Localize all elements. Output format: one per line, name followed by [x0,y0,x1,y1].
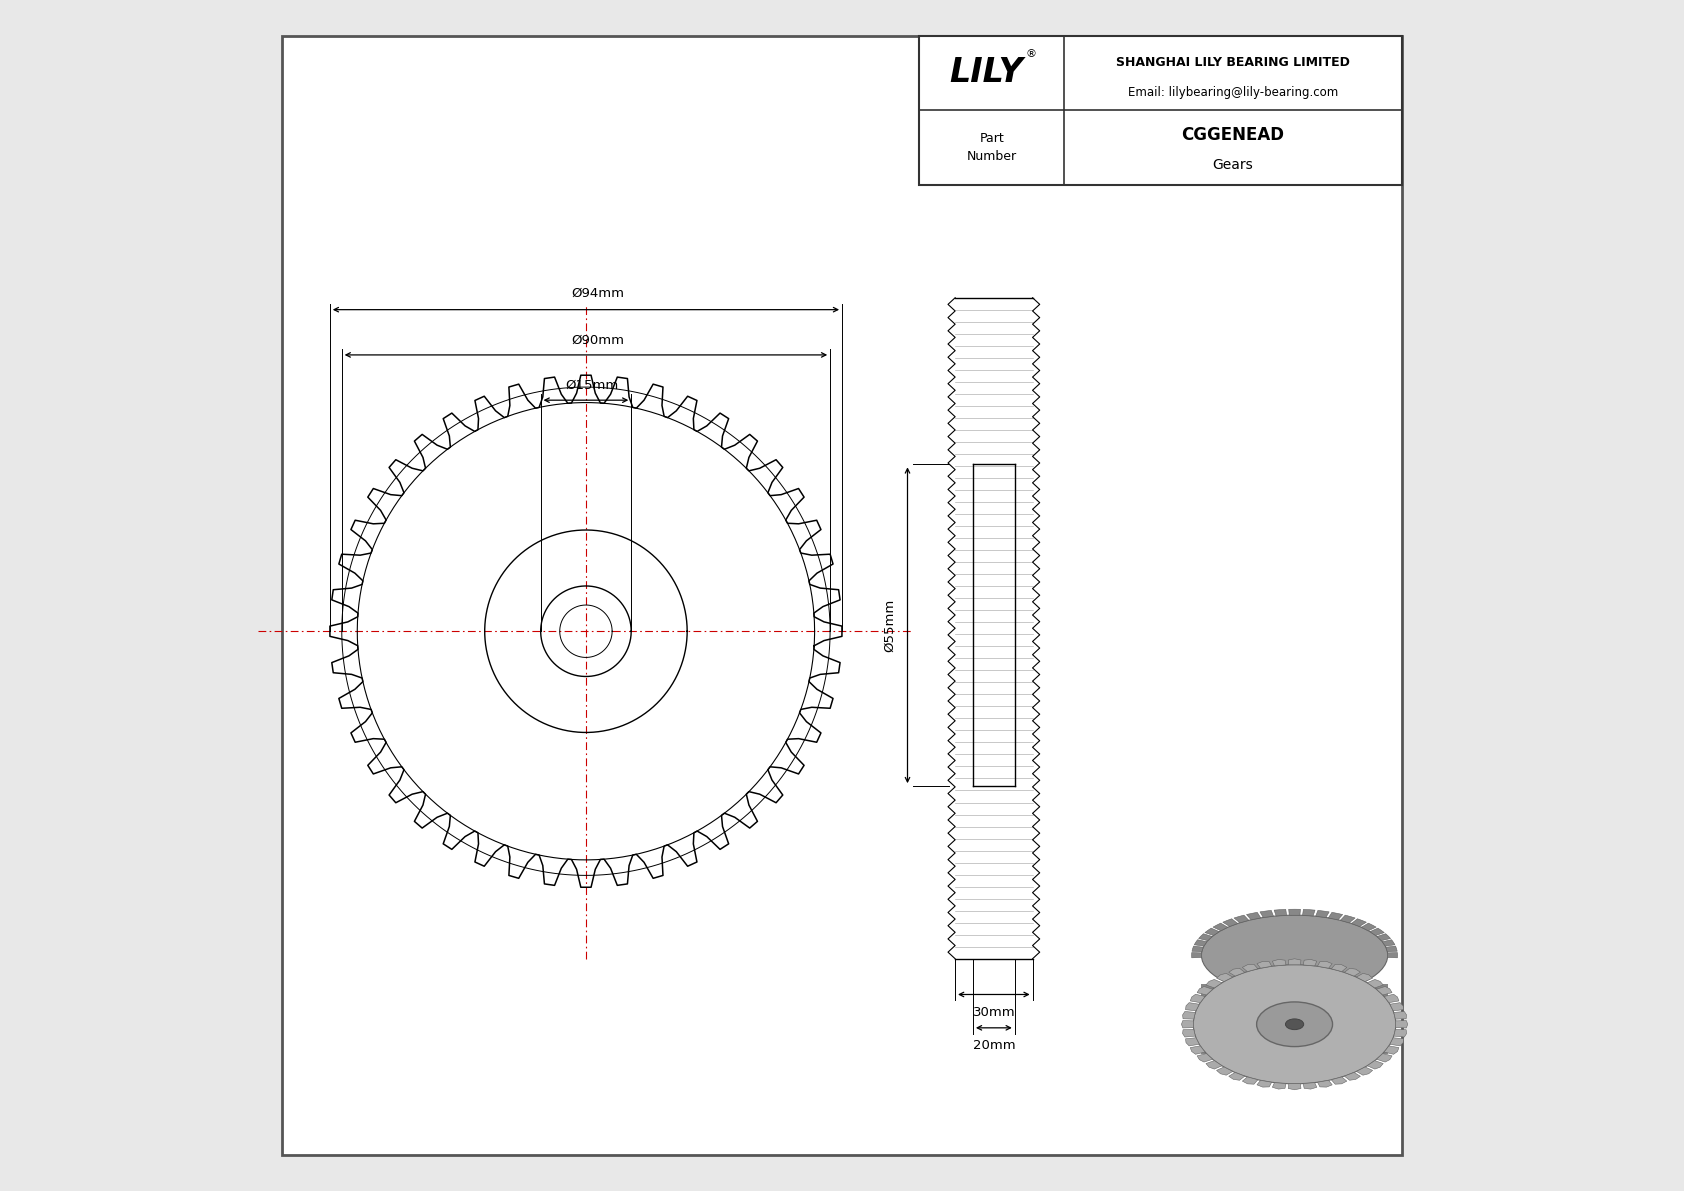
Polygon shape [1191,994,1206,1003]
Polygon shape [1302,910,1315,916]
Polygon shape [1206,1061,1223,1070]
Polygon shape [1384,1046,1399,1054]
Polygon shape [1212,923,1228,930]
Polygon shape [1288,959,1302,965]
Polygon shape [1396,1021,1408,1028]
Text: CGGENEAD: CGGENEAD [1182,126,1285,144]
Text: Gears: Gears [1212,158,1253,173]
Bar [919,36,1401,185]
Polygon shape [1288,1084,1302,1090]
Polygon shape [1369,928,1384,935]
Polygon shape [1260,910,1273,917]
Text: Ø15mm: Ø15mm [566,379,618,392]
Polygon shape [1216,973,1233,981]
Polygon shape [1256,1080,1271,1087]
Text: Ø94mm: Ø94mm [571,287,625,300]
Polygon shape [1182,1021,1194,1028]
Ellipse shape [1194,965,1396,1084]
Polygon shape [1182,1029,1196,1037]
Polygon shape [1344,968,1361,977]
Text: SHANGHAI LILY BEARING LIMITED: SHANGHAI LILY BEARING LIMITED [1116,56,1351,69]
Polygon shape [1199,934,1212,941]
Polygon shape [1388,953,1398,958]
Polygon shape [1352,918,1366,927]
Polygon shape [1223,918,1238,927]
Ellipse shape [1201,915,1388,996]
Polygon shape [1229,968,1244,977]
Polygon shape [1256,961,1271,968]
Text: Email: lilybearing@lily-bearing.com: Email: lilybearing@lily-bearing.com [1128,86,1339,99]
Polygon shape [1275,910,1287,916]
Polygon shape [1191,1046,1206,1054]
Polygon shape [1273,960,1287,966]
Ellipse shape [1256,1002,1332,1047]
Polygon shape [1186,1003,1199,1011]
Polygon shape [1317,961,1332,968]
Polygon shape [1315,910,1329,917]
Polygon shape [1394,1029,1406,1037]
Polygon shape [1386,946,1398,952]
Polygon shape [1378,934,1391,941]
Polygon shape [1356,973,1372,981]
Polygon shape [1356,1067,1372,1075]
Polygon shape [1394,1011,1406,1019]
Polygon shape [1332,1077,1347,1084]
Text: Ø90mm: Ø90mm [571,333,625,347]
Polygon shape [1303,960,1317,966]
Polygon shape [1273,1083,1287,1089]
Text: Part
Number: Part Number [967,132,1017,163]
Polygon shape [1332,965,1347,972]
Polygon shape [1243,1077,1258,1084]
Polygon shape [1367,979,1383,987]
Polygon shape [1197,1054,1212,1062]
Polygon shape [1201,984,1388,1054]
Polygon shape [1344,1072,1361,1080]
Polygon shape [1204,928,1219,935]
Polygon shape [1340,915,1356,923]
Polygon shape [1229,1072,1244,1080]
Polygon shape [1234,915,1250,923]
Polygon shape [1216,1067,1233,1075]
Polygon shape [1376,1054,1393,1062]
Polygon shape [1384,994,1399,1003]
Polygon shape [1246,912,1261,919]
Polygon shape [1317,1080,1332,1087]
Polygon shape [1367,1061,1383,1070]
Polygon shape [1182,1011,1196,1019]
Text: ®: ® [1026,49,1036,58]
Ellipse shape [1285,1019,1303,1029]
Polygon shape [1329,912,1342,919]
Text: LILY: LILY [950,56,1022,89]
Polygon shape [1383,940,1394,946]
Polygon shape [1303,1083,1317,1089]
Polygon shape [1288,909,1300,915]
Text: 30mm: 30mm [973,1006,1015,1019]
Text: 20mm: 20mm [973,1039,1015,1052]
Polygon shape [1243,965,1258,972]
Polygon shape [1192,946,1204,952]
Polygon shape [1197,986,1212,994]
Polygon shape [1361,923,1376,930]
Polygon shape [1186,1037,1199,1046]
Polygon shape [1389,1003,1404,1011]
Polygon shape [1376,986,1393,994]
Polygon shape [1194,940,1207,946]
Text: Ø55mm: Ø55mm [882,599,896,651]
Polygon shape [1192,953,1202,958]
Polygon shape [1389,1037,1404,1046]
Polygon shape [1206,979,1223,987]
